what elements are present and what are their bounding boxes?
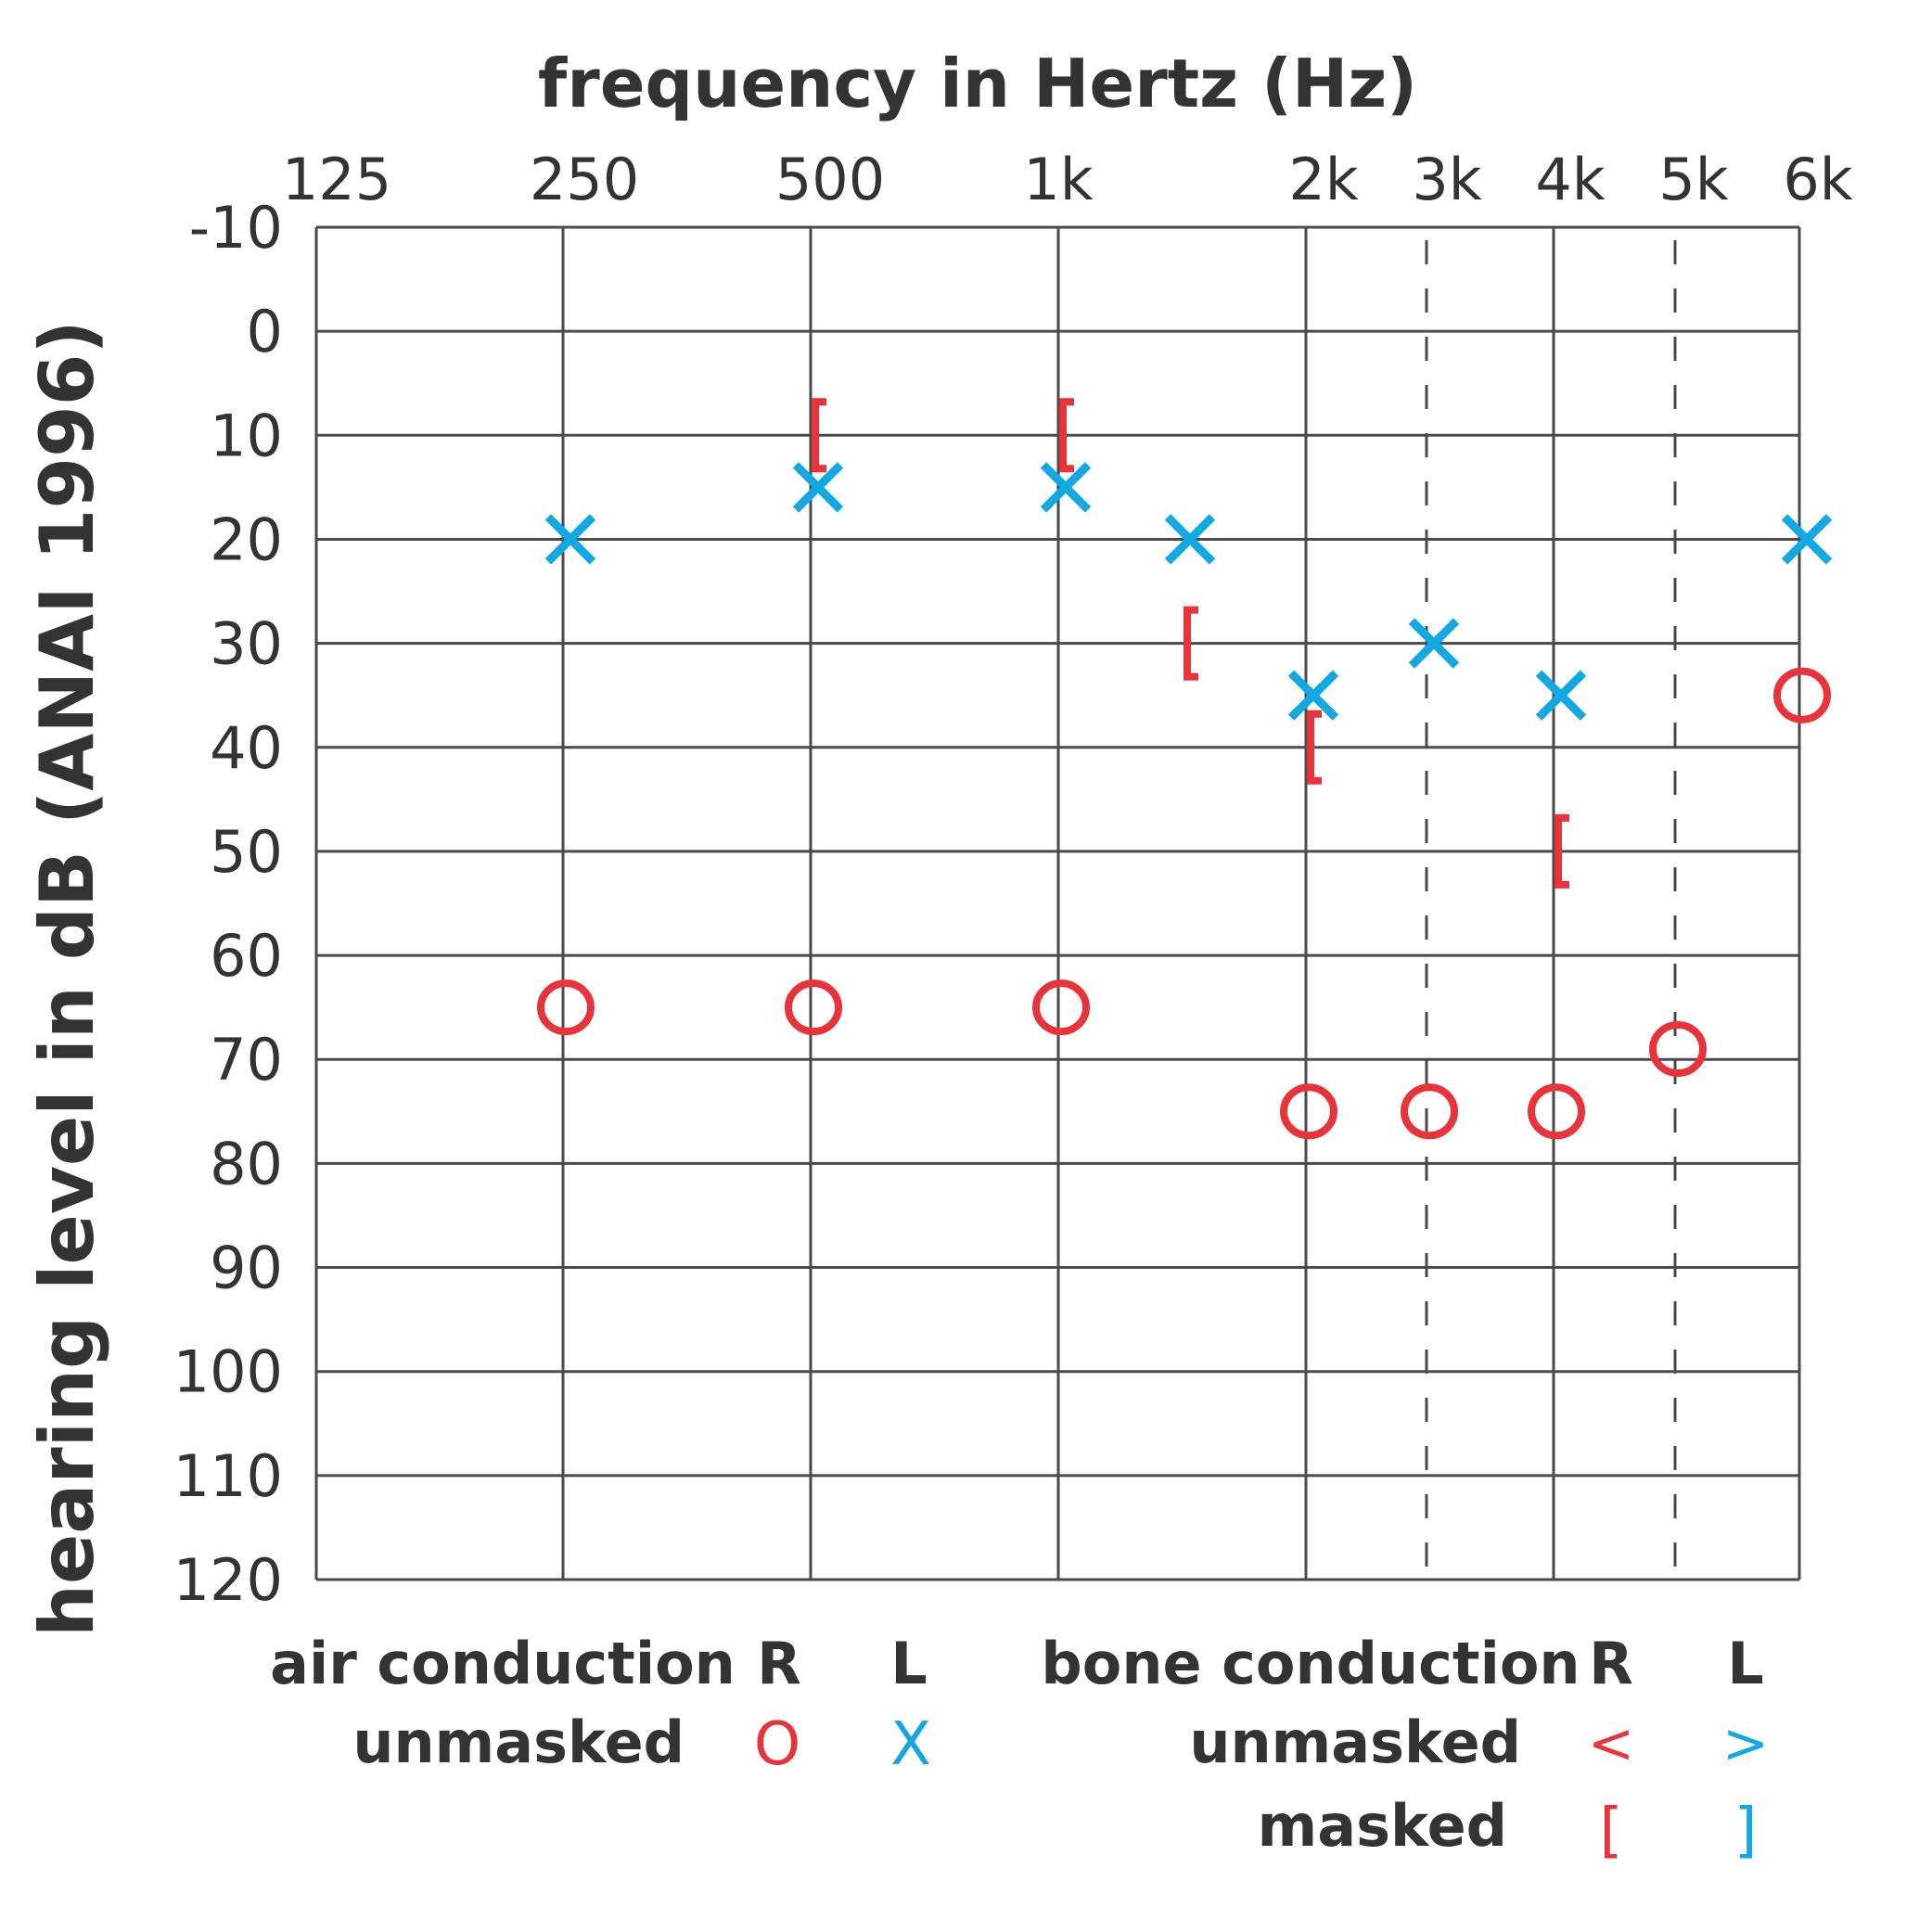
air-unmasked-l-marker bbox=[544, 514, 596, 565]
air-unmasked-l-marker bbox=[1164, 514, 1216, 565]
y-tick-label: 70 bbox=[210, 1026, 283, 1094]
legend-air-unmasked-r-symbol: O bbox=[754, 1710, 800, 1779]
grid bbox=[314, 225, 1801, 1581]
y-tick-label: 120 bbox=[173, 1546, 283, 1614]
air-unmasked-r-marker bbox=[1649, 1021, 1707, 1078]
y-axis-label: hearing level in dB (ANAI 1996) bbox=[24, 320, 110, 1637]
x-tick-label: 250 bbox=[530, 146, 639, 213]
bone-masked-r-marker bbox=[1307, 710, 1322, 785]
air-unmasked-l-marker bbox=[1040, 462, 1092, 513]
legend-air-unmasked-label: unmasked bbox=[352, 1708, 685, 1776]
x-tick-label: 5k bbox=[1658, 146, 1728, 213]
y-tick-label: 20 bbox=[210, 505, 283, 573]
air-unmasked-l-marker bbox=[1287, 670, 1339, 721]
legend-bone-masked-l-symbol: ] bbox=[1734, 1797, 1758, 1865]
air-unmasked-l-marker-stroke bbox=[544, 514, 596, 565]
legend-air-unmasked-l-symbol: X bbox=[890, 1710, 931, 1779]
air-unmasked-r-marker bbox=[1280, 1083, 1337, 1140]
y-tick-label: 110 bbox=[173, 1442, 283, 1510]
air-unmasked-l-marker bbox=[792, 462, 844, 513]
y-tick-label: 90 bbox=[210, 1235, 283, 1302]
x-tick-labels: 125 250 500 1k 2k 3k 4k 5k 6k bbox=[282, 146, 1853, 213]
y-tick-label: 40 bbox=[210, 714, 283, 782]
x-tick-label: 2k bbox=[1288, 146, 1358, 213]
legend-bone-masked-r-symbol: [ bbox=[1600, 1797, 1623, 1865]
x-tick-label: 125 bbox=[282, 146, 391, 213]
air-unmasked-r-marker bbox=[1401, 1083, 1458, 1140]
legend-air-label: air conduction bbox=[270, 1630, 736, 1697]
air-unmasked-r-marker bbox=[785, 979, 842, 1036]
bone-masked-r-marker bbox=[1184, 606, 1198, 681]
legend-bone-l-header: L bbox=[1727, 1630, 1764, 1697]
air-unmasked-l-marker-stroke bbox=[1535, 670, 1587, 721]
y-tick-label: 10 bbox=[210, 402, 283, 469]
x-tick-label: 3k bbox=[1412, 146, 1481, 213]
air-unmasked-l-marker bbox=[1781, 514, 1833, 565]
y-tick-label: 100 bbox=[173, 1338, 283, 1406]
air-unmasked-l-marker-stroke bbox=[1040, 462, 1092, 513]
x-tick-label: 1k bbox=[1023, 146, 1093, 213]
y-tick-label: 0 bbox=[247, 298, 283, 365]
legend-bone-r-header: R bbox=[1589, 1630, 1633, 1697]
bone-masked-r-marker bbox=[812, 398, 826, 473]
bone-masked-r-marker bbox=[1059, 398, 1074, 473]
data-markers bbox=[537, 398, 1833, 1140]
y-tick-label: -10 bbox=[189, 194, 283, 262]
air-unmasked-r-marker bbox=[1528, 1083, 1585, 1140]
y-tick-label: 80 bbox=[210, 1130, 283, 1197]
chart-title: frequency in Hertz (Hz) bbox=[538, 45, 1417, 122]
legend: air conduction R L unmasked O X bone con… bbox=[270, 1630, 1769, 1865]
air-unmasked-l-marker-stroke bbox=[1408, 618, 1460, 669]
y-tick-labels: -10 0 10 20 30 40 50 60 70 80 90 100 110 120 bbox=[173, 194, 283, 1614]
air-unmasked-r-marker bbox=[1032, 979, 1090, 1036]
y-tick-label: 50 bbox=[210, 818, 283, 886]
air-unmasked-l-marker-stroke bbox=[1164, 514, 1216, 565]
legend-bone-label: bone conduction bbox=[1041, 1630, 1580, 1697]
bone-masked-r-marker bbox=[1555, 813, 1569, 889]
x-tick-label: 4k bbox=[1535, 146, 1605, 213]
air-unmasked-l-marker-stroke bbox=[792, 462, 844, 513]
air-unmasked-l-marker bbox=[1535, 670, 1587, 721]
x-tick-label: 500 bbox=[775, 146, 885, 213]
legend-bone-unmasked-l-symbol: > bbox=[1722, 1711, 1769, 1776]
x-tick-label: 6k bbox=[1783, 146, 1852, 213]
air-unmasked-r-marker bbox=[537, 979, 595, 1036]
air-unmasked-r-marker bbox=[1773, 667, 1831, 723]
air-unmasked-l-marker-stroke bbox=[1781, 514, 1833, 565]
legend-air-l-header: L bbox=[890, 1630, 928, 1697]
legend-bone-masked-label: masked bbox=[1258, 1792, 1507, 1860]
legend-air-r-header: R bbox=[757, 1630, 801, 1697]
y-tick-label: 60 bbox=[210, 922, 283, 990]
air-unmasked-l-marker-stroke bbox=[1287, 670, 1339, 721]
legend-bone-unmasked-label: unmasked bbox=[1189, 1708, 1521, 1776]
legend-bone-unmasked-r-symbol: < bbox=[1588, 1711, 1634, 1776]
y-tick-label: 30 bbox=[210, 610, 283, 678]
air-unmasked-l-marker bbox=[1408, 618, 1460, 669]
